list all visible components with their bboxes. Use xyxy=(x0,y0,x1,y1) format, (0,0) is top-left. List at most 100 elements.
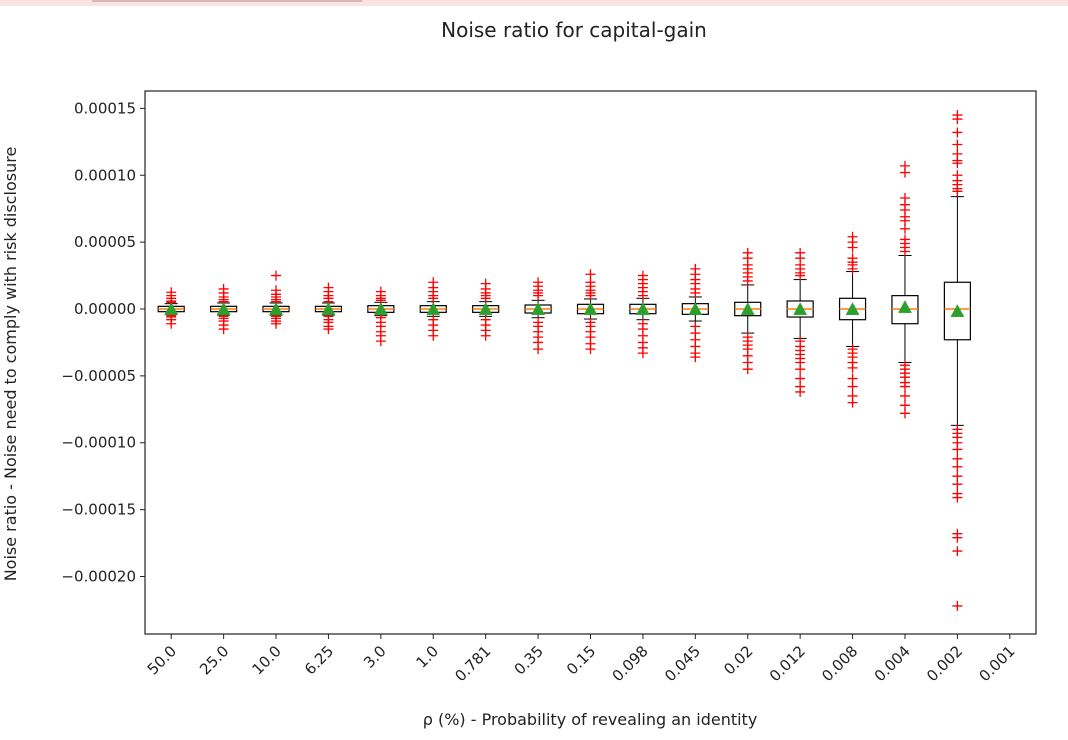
mean-marker xyxy=(898,300,912,313)
x-tick-label: 6.25 xyxy=(301,642,337,678)
box-group xyxy=(472,278,500,341)
outlier-point xyxy=(637,290,648,301)
box-group xyxy=(891,160,919,419)
box-group xyxy=(838,231,867,408)
box-group xyxy=(262,270,290,329)
outlier-point xyxy=(166,318,177,329)
y-tick-label: −0.00020 xyxy=(61,567,136,585)
mean-marker xyxy=(216,302,231,315)
outlier-point xyxy=(323,324,334,335)
x-tick-label: 0.781 xyxy=(451,642,494,685)
outlier-point xyxy=(952,492,963,503)
mean-marker xyxy=(373,302,388,315)
box-group xyxy=(943,110,971,611)
outlier-point xyxy=(847,263,858,274)
box-group xyxy=(210,283,238,335)
outlier-point xyxy=(952,479,963,490)
y-axis-label: Noise ratio - Noise need to comply with … xyxy=(1,147,20,582)
mean-marker xyxy=(793,302,808,315)
outlier-point xyxy=(533,290,544,301)
mean-marker xyxy=(950,304,965,317)
y-tick-label: −0.00005 xyxy=(61,367,136,385)
mean-marker xyxy=(426,302,441,315)
box-group xyxy=(681,263,709,363)
mean-marker xyxy=(688,302,703,315)
y-tick-label: 0.00000 xyxy=(74,300,136,318)
outlier-point xyxy=(847,397,858,408)
outlier-point xyxy=(952,444,963,455)
box-group xyxy=(576,269,605,355)
outlier-point xyxy=(847,242,858,253)
x-tick-label: 0.002 xyxy=(923,642,966,685)
outlier-point xyxy=(795,270,806,281)
outlier-point xyxy=(795,386,806,397)
y-tick-label: 0.00005 xyxy=(74,233,136,251)
box-group xyxy=(734,247,762,375)
y-tick-label: −0.00015 xyxy=(61,501,136,519)
outlier-point xyxy=(218,324,229,335)
x-tick-label: 0.02 xyxy=(720,642,756,678)
outlier-point xyxy=(899,167,910,178)
outlier-point xyxy=(690,287,701,298)
mean-marker xyxy=(321,302,336,315)
outlier-point xyxy=(847,381,858,392)
outlier-point xyxy=(533,344,544,355)
outlier-point xyxy=(899,223,910,234)
mean-marker xyxy=(845,302,860,315)
box-group xyxy=(524,277,552,355)
outlier-point xyxy=(375,336,386,347)
outlier-point xyxy=(480,293,491,304)
outlier-point xyxy=(428,293,439,304)
y-tick-label: 0.00015 xyxy=(74,99,136,117)
outlier-point xyxy=(952,158,963,169)
chart-title: Noise ratio for capital-gain xyxy=(441,18,707,42)
x-tick-label: 0.012 xyxy=(766,642,809,685)
outlier-point xyxy=(271,270,282,281)
outlier-point xyxy=(271,318,282,329)
box-group xyxy=(786,247,814,397)
x-tick-label: 25.0 xyxy=(196,642,232,678)
outlier-point xyxy=(952,186,963,197)
box-group xyxy=(419,277,447,341)
plot-frame xyxy=(144,90,1037,635)
mean-marker xyxy=(478,302,493,315)
x-tick-label: 0.004 xyxy=(871,642,914,685)
outlier-point xyxy=(585,290,596,301)
x-tick-label: 1.0 xyxy=(412,642,442,672)
outlier-point xyxy=(847,362,858,373)
x-tick-label: 0.098 xyxy=(609,642,652,685)
x-axis-ticks: 50.0 25.0 10.0 6.25 3.0 1.0 0.781 0.35 0.15 0.098… xyxy=(144,634,1019,685)
box-group xyxy=(314,282,343,335)
x-tick-label: 3.0 xyxy=(360,642,390,672)
box-group xyxy=(157,287,185,329)
mean-marker xyxy=(635,302,650,315)
window-top-strip xyxy=(0,0,1068,6)
outlier-point xyxy=(428,330,439,341)
x-tick-label: 0.008 xyxy=(818,642,861,685)
outlier-point xyxy=(742,275,753,286)
outlier-point xyxy=(585,344,596,355)
x-tick-label: 50.0 xyxy=(144,642,180,678)
x-tick-label: 10.0 xyxy=(249,642,285,678)
y-tick-label: −0.00010 xyxy=(61,434,136,452)
x-tick-label: 0.001 xyxy=(976,642,1019,685)
x-axis-label: ρ (%) - Probability of revealing an iden… xyxy=(423,710,758,729)
mean-marker xyxy=(164,302,179,315)
y-tick-label: 0.00010 xyxy=(74,166,136,184)
outlier-point xyxy=(899,246,910,257)
box-group xyxy=(367,286,395,347)
outlier-point xyxy=(795,364,806,375)
outlier-point xyxy=(952,127,963,138)
x-tick-label: 0.35 xyxy=(511,642,547,678)
mean-marker xyxy=(740,302,755,315)
outlier-point xyxy=(952,139,963,150)
outlier-point xyxy=(952,114,963,125)
outlier-point xyxy=(899,390,910,401)
outlier-point xyxy=(952,600,963,611)
outlier-point xyxy=(952,461,963,472)
x-tick-label: 0.045 xyxy=(661,642,704,685)
outlier-point xyxy=(690,352,701,363)
box-group xyxy=(629,270,657,359)
mean-marker xyxy=(531,302,546,315)
